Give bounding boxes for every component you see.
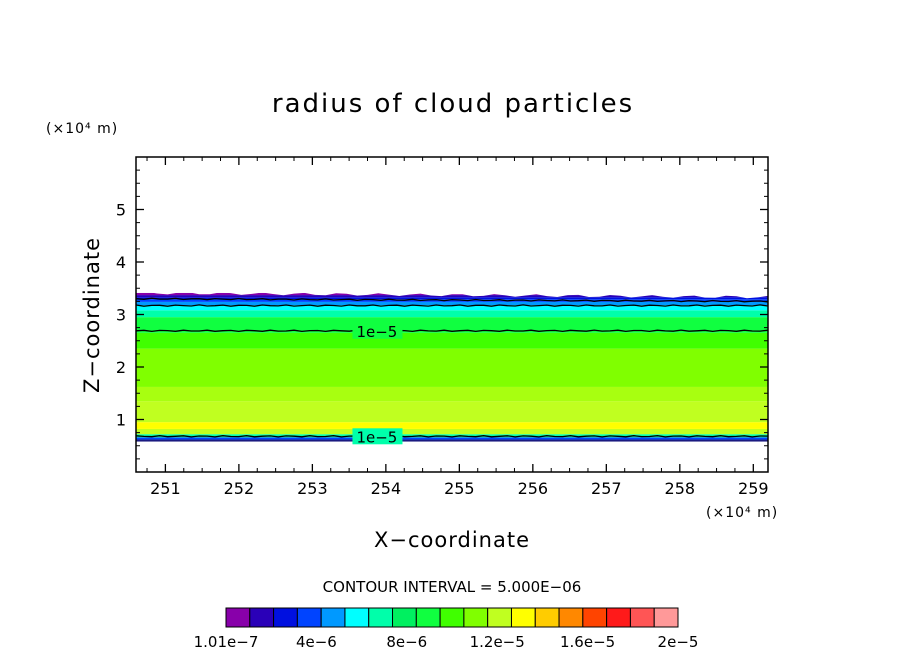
- axis-ticks: 251 252 253 254 255 256 257 258 259 1 2 3 4 5: [116, 157, 769, 498]
- y-tick-label: 3: [116, 306, 126, 325]
- x-tick-label: 258: [665, 479, 696, 498]
- contour-label: 1e−5: [356, 323, 397, 341]
- contour-interval-text: CONTOUR INTERVAL = 5.000E−06: [323, 578, 582, 596]
- colorbar-swatch: [320, 607, 346, 628]
- colorbar-label: 8e−6: [386, 633, 427, 651]
- x-tick-label: 256: [518, 479, 549, 498]
- color-layer: [136, 439, 768, 442]
- colorbar-swatch: [558, 607, 584, 628]
- x-tick-label: 251: [150, 479, 181, 498]
- color-layer: [136, 332, 768, 349]
- colorbar-swatch: [653, 607, 679, 628]
- contour-label-bg: [352, 322, 403, 339]
- color-layer: [136, 434, 768, 438]
- colorbar-label: 1.2e−5: [470, 633, 525, 651]
- x-tick-label: 252: [224, 479, 255, 498]
- y-tick-label: 1: [116, 411, 126, 430]
- colorbar-label: 1.01e−7: [194, 633, 259, 651]
- color-layer: [136, 295, 768, 298]
- color-layer: [136, 305, 768, 311]
- contour-line: [135, 297, 769, 303]
- colorbar-label: 2e−5: [658, 633, 699, 651]
- color-layer: [136, 422, 768, 429]
- contour-label-bg: [352, 428, 403, 445]
- color-layer: [136, 301, 768, 306]
- colorbar-swatch: [487, 607, 512, 628]
- plot-area: 1e−5 1e−5: [135, 156, 769, 473]
- color-layer: [136, 299, 768, 302]
- colorbar-swatch: [368, 607, 394, 628]
- colorbar-swatch: [510, 607, 536, 628]
- colorbar-label: 1.6e−5: [560, 633, 615, 651]
- colorbar-swatch: [344, 607, 370, 628]
- color-layer: [136, 310, 768, 318]
- y-tick-label: 2: [116, 358, 126, 377]
- color-layer: [136, 428, 768, 435]
- contour-label: 1e−5: [356, 428, 397, 446]
- x-tick-label: 253: [297, 479, 328, 498]
- x-axis-label: X−coordinate: [374, 528, 530, 552]
- colorbar-swatch: [463, 607, 489, 628]
- x-tick-label: 257: [591, 479, 622, 498]
- contour-line: [135, 329, 769, 333]
- colorbar-swatch: [273, 607, 298, 628]
- colorbar-swatch: [296, 607, 322, 628]
- y-tick-label: 4: [116, 253, 126, 272]
- colorbar-swatch: [606, 607, 631, 628]
- x-tick-label: 254: [371, 479, 402, 498]
- color-layer: [136, 317, 768, 333]
- colorbar-swatch: [439, 607, 465, 628]
- colorbar-swatch: [629, 607, 655, 628]
- color-layer: [136, 297, 768, 300]
- cloud-top-edge: [136, 288, 768, 299]
- x-tick-label: 259: [738, 479, 769, 498]
- colorbar-swatch: [534, 607, 560, 628]
- color-layer: [136, 348, 768, 387]
- colorbar-swatch: [249, 607, 275, 628]
- colorbar-swatch: [392, 607, 417, 628]
- y-tick-label: 5: [116, 201, 126, 220]
- color-layer: [136, 386, 768, 402]
- contour-line: [135, 304, 769, 307]
- y-axis-unit: (×10⁴ m): [46, 121, 118, 137]
- x-axis-unit: (×10⁴ m): [706, 505, 778, 521]
- colorbar-label: 4e−6: [296, 633, 337, 651]
- colorbar-swatch: [225, 607, 251, 628]
- chart-title: radius of cloud particles: [272, 89, 634, 119]
- y-axis-label: Z−coordinate: [80, 237, 104, 393]
- color-layer: [136, 437, 768, 440]
- contour-line: [135, 435, 769, 438]
- colorbar-swatch: [415, 607, 441, 628]
- colorbar: 1.01e−7 4e−6 8e−6 1.2e−5 1.6e−5 2e−5: [194, 607, 699, 651]
- colorbar-swatch: [582, 607, 608, 628]
- x-tick-label: 255: [444, 479, 475, 498]
- color-layer: [136, 401, 768, 423]
